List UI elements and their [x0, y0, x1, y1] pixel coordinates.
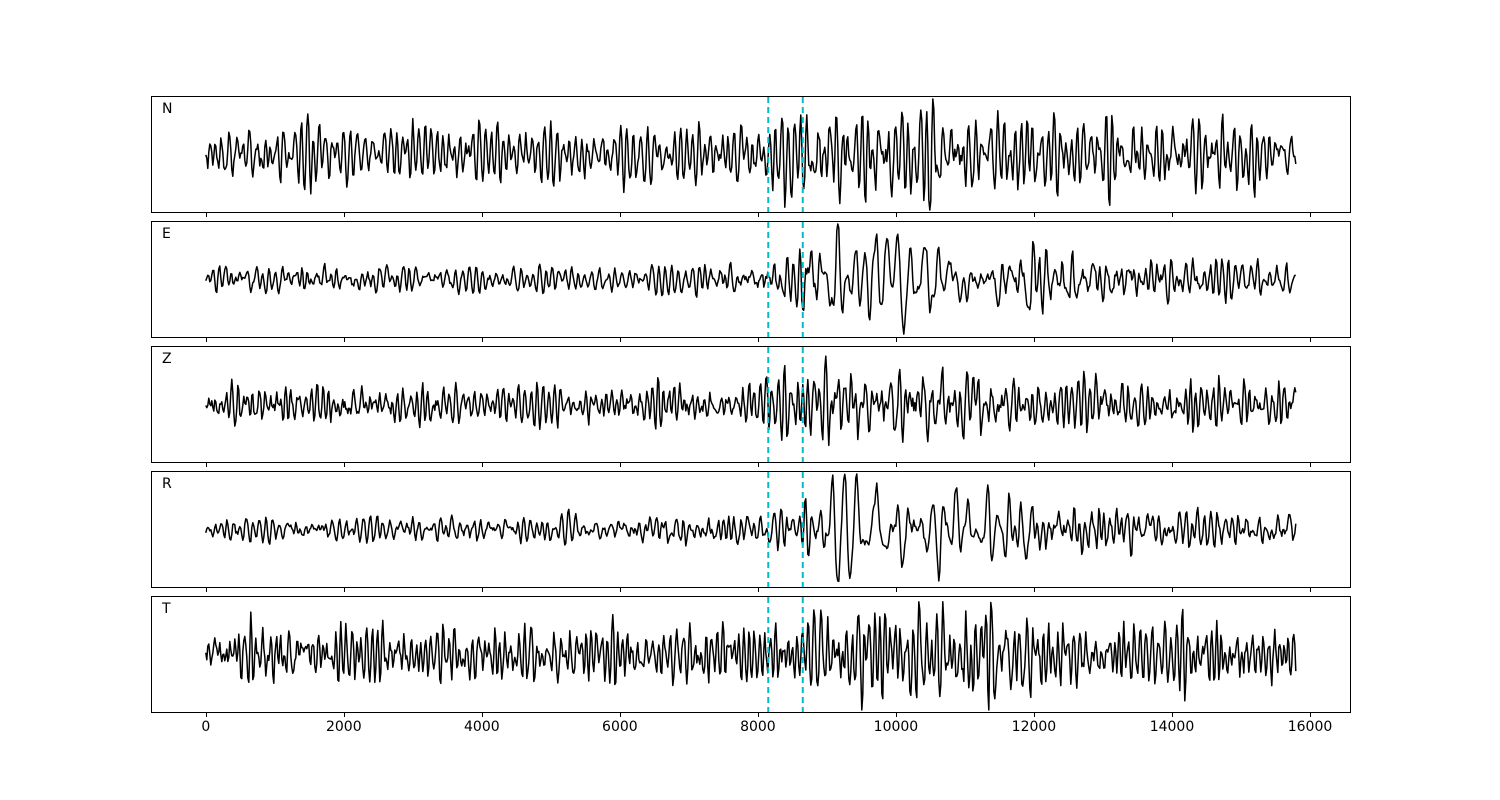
x-tick-mark	[1033, 463, 1035, 467]
x-tick-mark	[481, 338, 483, 342]
waveform-N-canvas	[152, 97, 1350, 212]
x-axis-tick-labels: 0 2000 4000 6000 8000 10000 12000 14000 16000	[0, 719, 1500, 739]
x-tick-mark	[343, 713, 345, 717]
x-tick-mark	[1033, 213, 1035, 217]
panel-label-R: R	[162, 476, 172, 492]
x-tick-label: 2000	[325, 719, 362, 735]
x-tick-mark	[895, 463, 897, 467]
panel-label-E: E	[162, 226, 171, 242]
x-tick-mark	[205, 463, 207, 467]
x-tick-mark	[1310, 338, 1312, 342]
x-tick-label: 14000	[1149, 719, 1195, 735]
x-tick-mark	[1310, 713, 1312, 717]
x-tick-mark	[895, 338, 897, 342]
x-tick-mark	[895, 213, 897, 217]
x-tick-mark	[481, 588, 483, 592]
x-tick-mark	[1171, 338, 1173, 342]
panel-Z: Z	[151, 346, 1351, 463]
x-tick-mark	[619, 463, 621, 467]
waveform-R-canvas	[152, 472, 1350, 587]
x-tick-mark	[895, 713, 897, 717]
x-tick-mark	[205, 213, 207, 217]
x-tick-mark	[343, 588, 345, 592]
x-tick-mark	[1171, 713, 1173, 717]
x-tick-mark	[1171, 588, 1173, 592]
x-tick-mark	[619, 338, 621, 342]
x-tick-mark	[481, 213, 483, 217]
waveform-Z-canvas	[152, 347, 1350, 462]
panel-E: E	[151, 221, 1351, 338]
x-tick-mark	[619, 713, 621, 717]
x-tick-mark	[205, 588, 207, 592]
x-tick-mark	[1310, 588, 1312, 592]
panel-N: N	[151, 96, 1351, 213]
x-tick-mark	[619, 588, 621, 592]
x-tick-mark	[205, 713, 207, 717]
panel-R: R	[151, 471, 1351, 588]
x-tick-mark	[1310, 213, 1312, 217]
x-tick-label: 0	[201, 719, 211, 735]
x-tick-mark	[205, 338, 207, 342]
x-tick-mark	[757, 463, 759, 467]
x-tick-mark	[757, 713, 759, 717]
x-tick-mark	[481, 463, 483, 467]
x-tick-mark	[481, 713, 483, 717]
x-tick-mark	[757, 338, 759, 342]
panel-label-T: T	[162, 601, 171, 617]
x-tick-mark	[757, 213, 759, 217]
x-tick-label: 4000	[464, 719, 500, 735]
x-tick-label: 10000	[873, 719, 919, 735]
waveform-T-canvas	[152, 597, 1350, 712]
x-tick-label: 16000	[1287, 719, 1333, 735]
x-tick-mark	[1171, 213, 1173, 217]
waveform-E-canvas	[152, 222, 1350, 337]
panel-T: T	[151, 596, 1351, 713]
x-tick-label: 12000	[1011, 719, 1057, 735]
x-tick-mark	[343, 338, 345, 342]
panel-label-N: N	[162, 101, 173, 117]
x-tick-mark	[895, 588, 897, 592]
x-tick-mark	[1171, 463, 1173, 467]
x-tick-mark	[343, 463, 345, 467]
x-tick-mark	[343, 213, 345, 217]
x-tick-mark	[1033, 338, 1035, 342]
x-tick-mark	[1033, 588, 1035, 592]
x-tick-mark	[1310, 463, 1312, 467]
x-tick-mark	[619, 213, 621, 217]
x-tick-mark	[1033, 713, 1035, 717]
x-tick-mark	[757, 588, 759, 592]
x-tick-label: 6000	[602, 719, 638, 735]
panel-label-Z: Z	[162, 351, 172, 367]
x-tick-label: 8000	[740, 719, 776, 735]
